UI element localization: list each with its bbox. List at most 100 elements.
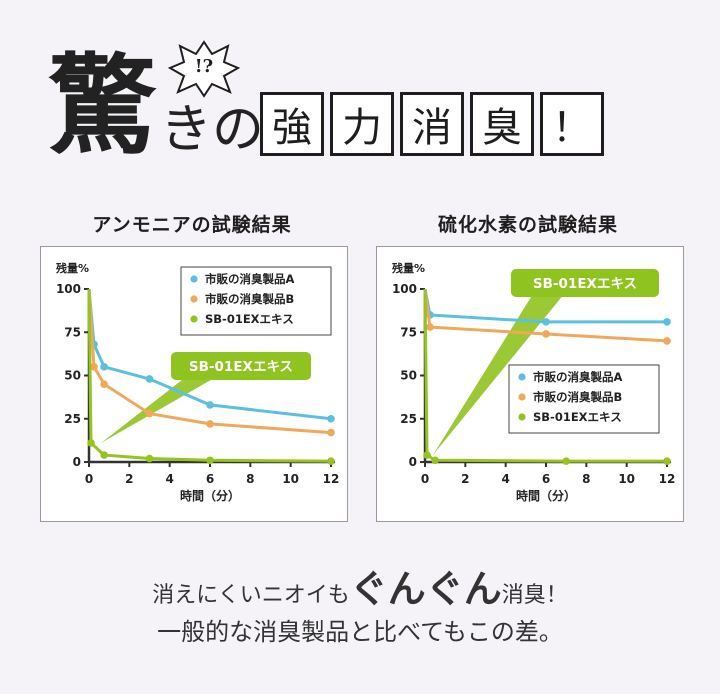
legend: 市販の消臭製品A 市販の消臭製品B SB-01EXエキス: [180, 266, 332, 336]
x-tick-label: 4: [501, 472, 509, 486]
data-point-sb01ex: [145, 454, 154, 463]
data-point-product-b: [100, 380, 108, 388]
x-tick-label: 10: [282, 472, 299, 486]
footer-line-1-post: 消臭！: [501, 583, 568, 608]
series-sb01ex: [87, 288, 335, 465]
hero-heading: 驚 きの !? 強 力 消 臭 ！: [0, 0, 720, 200]
x-tick-label: 12: [323, 472, 340, 486]
x-tick-label: 6: [542, 472, 550, 486]
legend-item-product-a: 市販の消臭製品A: [533, 370, 622, 384]
ammonia-chart: 0 25 50 75 100 0 2 4 6 8 10 12 残量% 時間（分） SB-01EXエキス 市販の…: [40, 246, 348, 522]
x-axis-label: 時間（分）: [180, 488, 240, 503]
legend-item-product-b: 市販の消臭製品B: [205, 292, 294, 306]
y-tick-label: 0: [73, 455, 81, 469]
headline-boxes: 強 力 消 臭 ！: [260, 92, 604, 156]
data-point-product-b: [145, 409, 154, 418]
series-product-b: [87, 288, 335, 437]
x-tick-label: 8: [246, 472, 254, 486]
headline-box-2: 力: [330, 92, 394, 156]
x-tick-label: 2: [125, 472, 133, 486]
footer-line-1: 消えにくいニオイもぐんぐん消臭！: [0, 558, 720, 613]
legend-box: [180, 266, 332, 336]
data-point-product-b: [327, 428, 335, 437]
legend-box: [508, 364, 660, 434]
headline-big-kanji: 驚: [48, 43, 157, 169]
x-tick-label: 2: [461, 472, 469, 486]
burst-text: !?: [194, 56, 214, 77]
data-point-product-b: [426, 323, 434, 331]
data-point-sb01ex: [663, 457, 671, 465]
footer-line-2: 一般的な消臭製品と比べてもこの差。: [157, 618, 563, 646]
h2s-chart: 0 25 50 75 100 0 2 4 6 8 10 12 残量% 時間（分） SB-01EXエキス 市販の…: [376, 246, 684, 522]
headline-kino: きの: [160, 100, 265, 160]
data-point-sb01ex: [206, 456, 214, 465]
callout-pointer: [433, 281, 573, 455]
series-product-b: [423, 288, 671, 345]
headline-box-3: 消: [400, 92, 464, 156]
x-axis-label: 時間（分）: [516, 488, 576, 503]
data-point-product-a: [206, 401, 214, 409]
legend-marker-sb01ex: [518, 413, 526, 421]
y-tick-label: 25: [400, 412, 417, 426]
y-tick-label: 50: [400, 369, 417, 383]
data-point-sb01ex: [327, 457, 335, 465]
data-point-sb01ex: [431, 456, 439, 465]
legend: 市販の消臭製品A 市販の消臭製品B SB-01EXエキス: [508, 364, 660, 434]
h2s-chart-title: 硫化水素の試験結果: [437, 214, 618, 236]
data-point-product-b: [542, 330, 550, 338]
sb01ex-callout: SB-01EXエキス: [433, 269, 659, 455]
series-sb01ex: [423, 288, 671, 465]
y-tick-label: 25: [64, 412, 81, 426]
callout-label: SB-01EXエキス: [533, 276, 637, 292]
headline-box-4: 臭: [470, 92, 534, 156]
data-point-sb01ex: [87, 439, 95, 447]
data-point-product-a: [100, 363, 108, 371]
y-tick-label: 0: [409, 455, 417, 469]
y-tick-label: 75: [64, 325, 81, 339]
exclaim-burst-icon: [168, 40, 240, 98]
data-point-product-a: [145, 375, 154, 383]
series-line-product-b: [423, 288, 668, 343]
headline-box-5: ！: [540, 92, 604, 156]
y-tick-label: 100: [56, 282, 81, 296]
legend-item-product-b: 市販の消臭製品B: [533, 390, 622, 404]
h2s-chart-svg: 0 25 50 75 100 0 2 4 6 8 10 12 残量% 時間（分） SB-01EXエキス市販の…: [392, 261, 676, 503]
legend-item-sb01ex: SB-01EXエキス: [205, 312, 294, 326]
series-line-sb01ex: [87, 288, 332, 463]
y-axis-label: 残量%: [56, 261, 89, 275]
y-tick-label: 50: [64, 369, 81, 383]
data-point-product-b: [206, 420, 214, 428]
footer-line-1-pre: 消えにくいニオイも: [152, 583, 350, 608]
ammonia-chart-title: アンモニアの試験結果: [92, 214, 292, 236]
headline-box-1: 強: [260, 92, 324, 156]
x-tick-label: 10: [618, 472, 635, 486]
data-point-product-b: [663, 337, 671, 345]
x-tick-label: 0: [421, 472, 429, 486]
series-line-product-b: [87, 288, 332, 435]
callout-label: SB-01EXエキス: [189, 359, 293, 375]
legend-marker-product-a: [190, 275, 198, 283]
data-point-sb01ex: [562, 457, 570, 465]
sb01ex-callout: SB-01EXエキス: [101, 352, 311, 443]
data-point-sb01ex: [423, 451, 431, 459]
y-tick-label: 100: [392, 282, 417, 296]
y-axis-label: 残量%: [392, 261, 425, 275]
callout-badge: [511, 269, 659, 297]
legend-marker-product-b: [518, 393, 526, 401]
legend-item-sb01ex: SB-01EXエキス: [533, 410, 622, 424]
data-point-product-a: [663, 318, 671, 326]
data-point-product-a: [327, 414, 335, 423]
x-tick-label: 0: [85, 472, 93, 486]
x-tick-label: 12: [659, 472, 676, 486]
legend-item-product-a: 市販の消臭製品A: [205, 272, 294, 286]
legend-marker-product-b: [190, 295, 198, 303]
data-point-product-a: [542, 318, 550, 326]
callout-badge: [171, 352, 311, 380]
x-tick-label: 8: [582, 472, 590, 486]
y-tick-label: 75: [400, 325, 417, 339]
legend-marker-sb01ex: [190, 315, 198, 323]
legend-marker-product-a: [518, 373, 526, 381]
x-tick-label: 6: [206, 472, 214, 486]
x-tick-label: 4: [165, 472, 173, 486]
